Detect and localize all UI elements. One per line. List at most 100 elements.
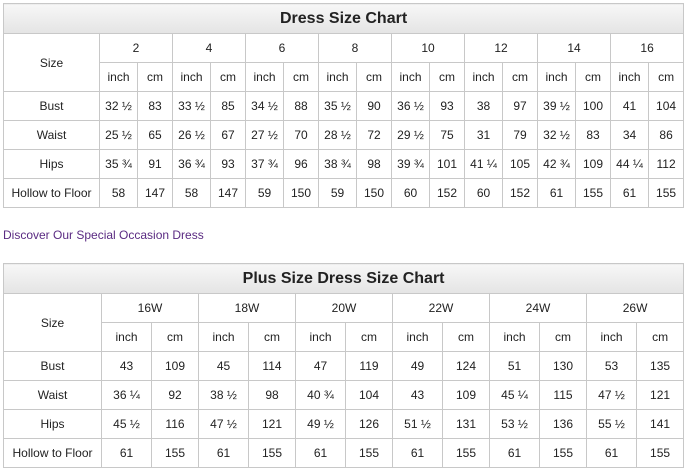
plus-size-table: Plus Size Dress Size Chart Size 16W 18W 20W 2… [2,263,684,468]
measure-cell: 49 ½ [295,409,346,439]
title-row: Dress Size Chart [2,3,684,34]
measure-cell: 92 [151,380,199,410]
measure-cell: 53 [586,351,637,381]
measure-cell: 38 ¾ [318,149,357,179]
measure-cell: 114 [248,351,296,381]
measure-cell: 65 [137,120,173,150]
unit-header: cm [647,62,684,92]
measure-cell: 34 ½ [245,91,284,121]
measure-cell: 36 ¾ [172,149,211,179]
measure-cell: 28 ½ [318,120,357,150]
measure-cell: 34 [610,120,649,150]
measure-cell: 155 [345,438,393,468]
unit-header: inch [198,322,249,352]
measure-cell: 51 [489,351,540,381]
size-header: 24W [489,293,587,323]
measure-cell: 51 ½ [392,409,443,439]
measure-cell: 97 [502,91,538,121]
measure-cell: 85 [210,91,246,121]
measure-cell: 124 [442,351,490,381]
size-header: 26W [585,293,684,323]
measure-cell: 53 ½ [489,409,540,439]
measure-cell: 70 [283,120,319,150]
size-header: 20W [295,293,393,323]
row-label: Bust [3,351,102,381]
unit-header: inch [537,62,576,92]
measure-cell: 79 [502,120,538,150]
measure-cell: 126 [345,409,393,439]
measure-cell: 45 ½ [101,409,152,439]
size-row: Size 16W 18W 20W 22W 24W 26W [3,293,684,352]
unit-header: inch [489,322,540,352]
measure-cell: 39 ¾ [391,149,430,179]
measure-cell: 150 [283,178,319,208]
measure-cell: 141 [635,409,684,439]
measure-cell: 58 [172,178,211,208]
unit-header: inch [245,62,284,92]
row-label: Hips [3,149,100,179]
measure-cell: 112 [647,149,684,179]
unit-header: cm [635,322,684,352]
unit-header: cm [283,62,319,92]
size-header: 16W [101,293,199,323]
measure-cell: 155 [635,438,684,468]
measure-cell: 116 [151,409,199,439]
measure-cell: 36 ½ [391,91,430,121]
row-label: Hips [3,409,102,439]
measure-cell: 61 [537,178,576,208]
measure-cell: 155 [647,178,684,208]
measure-cell: 152 [429,178,465,208]
size-header: 14 [537,33,611,63]
unit-header: inch [295,322,346,352]
measure-cell: 59 [245,178,284,208]
unit-header: cm [137,62,173,92]
occasion-link[interactable]: Discover Our Special Occasion Dress [3,228,204,242]
unit-header: inch [586,322,637,352]
dress-size-table: Dress Size Chart Size 2 4 6 8 10 12 14 16 inch cm in… [2,3,684,208]
measure-cell: 47 ½ [198,409,249,439]
size-header: 2 [99,33,173,63]
measure-cell: 43 [101,351,152,381]
measure-cell: 83 [575,120,611,150]
measure-cell: 83 [137,91,173,121]
size-label: Size [3,293,102,352]
measure-cell: 75 [429,120,465,150]
measure-cell: 58 [99,178,138,208]
measure-cell: 72 [356,120,392,150]
measure-cell: 136 [539,409,587,439]
measure-cell: 41 ¼ [464,149,503,179]
measure-cell: 41 [610,91,649,121]
row-label: Waist [3,120,100,150]
row-label: Hollow to Floor [3,178,100,208]
unit-header: inch [391,62,430,92]
measure-cell: 147 [137,178,173,208]
measure-cell: 109 [442,380,490,410]
table-title: Dress Size Chart [2,3,684,34]
unit-header: cm [356,62,392,92]
measure-cell: 37 ¾ [245,149,284,179]
measure-cell: 147 [210,178,246,208]
measure-cell: 60 [464,178,503,208]
measure-cell: 121 [635,380,684,410]
unit-header: cm [210,62,246,92]
measure-cell: 155 [151,438,199,468]
measure-cell: 155 [575,178,611,208]
measure-cell: 42 ¾ [537,149,576,179]
row-label: Bust [3,91,100,121]
measure-cell: 25 ½ [99,120,138,150]
measure-cell: 101 [429,149,465,179]
measure-cell: 91 [137,149,173,179]
measure-cell: 109 [575,149,611,179]
measure-cell: 45 [198,351,249,381]
size-header: 10 [391,33,465,63]
measure-cell: 61 [392,438,443,468]
measure-cell: 105 [502,149,538,179]
size-header: 16 [609,33,684,63]
measure-row: Waist 36 ¼ 92 38 ½ 98 40 ¾ 104 43 109 45 ¼ 115 47 ½… [3,380,684,410]
measure-cell: 38 [464,91,503,121]
measure-cell: 26 ½ [172,120,211,150]
unit-header: cm [345,322,393,352]
measure-cell: 104 [647,91,684,121]
